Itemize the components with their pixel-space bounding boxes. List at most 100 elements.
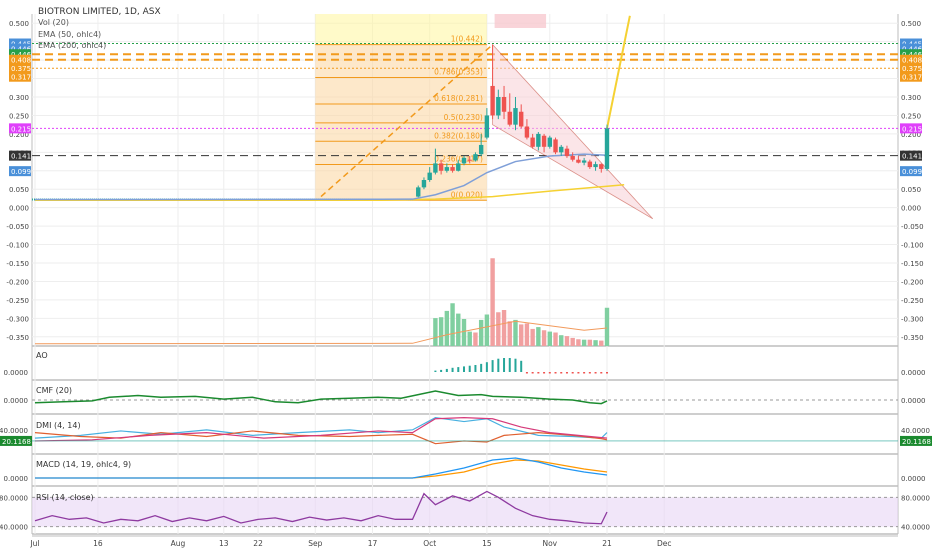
- volume-bar: [547, 331, 552, 346]
- right-price-badge: [900, 63, 922, 74]
- x-tick-label: Nov: [542, 539, 557, 548]
- candle-body: [553, 139, 558, 153]
- dmi-value-badge-left: [0, 435, 32, 446]
- price-tick-right: 0.050: [901, 186, 921, 194]
- volume-bar: [433, 318, 438, 346]
- volume-bar: [444, 310, 450, 346]
- ao-bar: [560, 372, 563, 374]
- right-price-badge-text: 0.408: [902, 57, 922, 65]
- cmf-line: [34, 390, 608, 405]
- ao-bar: [548, 372, 551, 374]
- right-price-badge: [900, 150, 922, 161]
- price-tick-right: -0.300: [901, 315, 924, 323]
- x-tick-label: Aug: [171, 539, 186, 548]
- volume-bar: [581, 339, 587, 346]
- volume-bar: [478, 319, 484, 346]
- volume-bar: [559, 335, 564, 346]
- fib-level-label: 0.786(0.353): [434, 67, 483, 76]
- x-tick-label: Oct: [423, 539, 436, 548]
- candle-body: [450, 167, 455, 171]
- dmi-value-right: 20.1168: [902, 438, 931, 446]
- left-price-badge: [9, 63, 31, 74]
- legend-ema50: EMA (50, ohlc4): [38, 30, 101, 39]
- volume-bar: [438, 317, 444, 346]
- ao-bar: [434, 370, 437, 372]
- volume-bar: [530, 328, 535, 346]
- ao-bar: [497, 358, 500, 372]
- right-price-badge: [900, 43, 922, 54]
- dmi-label: DMI (4, 14): [36, 421, 81, 430]
- ao-bar: [571, 372, 574, 374]
- candle-body: [513, 108, 518, 125]
- ao-bar: [600, 372, 603, 374]
- right-price-badge: [900, 49, 922, 60]
- projection-line: [320, 44, 494, 198]
- candle-body: [478, 144, 484, 155]
- candle-body: [496, 97, 501, 116]
- right-price-badge: [900, 38, 922, 49]
- candle-body: [484, 115, 490, 138]
- right-price-badge-text: 0.215: [902, 125, 922, 133]
- candle-body: [438, 163, 444, 171]
- volume-bar: [576, 339, 581, 346]
- candle-body: [570, 156, 575, 160]
- macd-zero-left: 0.0000: [4, 475, 29, 483]
- legend-ema200: EMA (200, ohlc4): [38, 41, 106, 50]
- fib-top-shade: [315, 14, 487, 45]
- left-price-badge: [9, 38, 31, 49]
- ao-bar: [520, 360, 523, 372]
- ao-zero-right: 0.0000: [901, 369, 926, 377]
- volume-bar: [519, 324, 524, 346]
- candle-body: [461, 157, 467, 164]
- price-tick-right: 0.250: [901, 112, 921, 120]
- cmf-zero-right: 0.0000: [901, 397, 926, 405]
- volume-bar: [536, 327, 541, 346]
- candle-body: [524, 126, 530, 138]
- right-price-badge-text: 0.099: [902, 168, 922, 176]
- breakout-line: [606, 15, 631, 129]
- volume-bar: [456, 313, 461, 346]
- left-price-badge-text: 0.317: [11, 74, 31, 82]
- ao-bar: [480, 363, 483, 372]
- cmf-zero-left: 0.0000: [4, 397, 29, 405]
- volume-bar: [604, 307, 610, 346]
- price-tick-left: -0.100: [6, 242, 29, 250]
- volume-bar: [490, 258, 495, 346]
- price-tick-left: 0.300: [9, 94, 29, 102]
- right-price-badge-text: 0.141: [902, 153, 922, 161]
- right-price-badge: [900, 123, 922, 134]
- volume-bar: [484, 314, 490, 346]
- price-tick-right: 0.000: [901, 205, 921, 213]
- rsi-bottom-right: 40.0000: [901, 524, 930, 532]
- candles-layer: [416, 44, 610, 198]
- volume-bar: [496, 312, 501, 346]
- fib-level-label: 0.382(0.180): [434, 131, 483, 140]
- price-tick-left: 0.050: [9, 186, 29, 194]
- ao-bar: [583, 372, 586, 374]
- cmf-label: CMF (20): [36, 386, 72, 395]
- rsi-bottom-left: 40.0000: [0, 524, 28, 532]
- price-tick-left: -0.350: [6, 334, 29, 342]
- candle-body: [519, 111, 524, 127]
- lines-layer: [32, 15, 898, 220]
- ao-bar: [485, 362, 488, 372]
- right-price-badge: [900, 166, 922, 177]
- volume-bar: [513, 319, 518, 346]
- price-tick-right: 0.500: [901, 20, 921, 28]
- rsi-top-left: 80.0000: [0, 494, 28, 502]
- volume-ma-line: [34, 320, 608, 345]
- price-tick-left: 0.250: [9, 112, 29, 120]
- macd-line: [35, 457, 608, 479]
- dmi-top-right: 40.0000: [901, 427, 930, 435]
- candle-body: [444, 167, 450, 171]
- price-tick-left: -0.300: [6, 315, 29, 323]
- indicator-layer: AO 0.0000 0.0000 CMF (20) 0.0000 0.0000 DMI (4…: [0, 351, 932, 532]
- volume-bar: [507, 321, 512, 346]
- volume-bar: [501, 310, 507, 346]
- ao-bar: [503, 358, 506, 372]
- ao-bar: [457, 367, 460, 372]
- candle-body: [599, 164, 604, 169]
- price-tick-left: 0.200: [9, 131, 29, 139]
- rsi-top-right: 80.0000: [901, 494, 930, 502]
